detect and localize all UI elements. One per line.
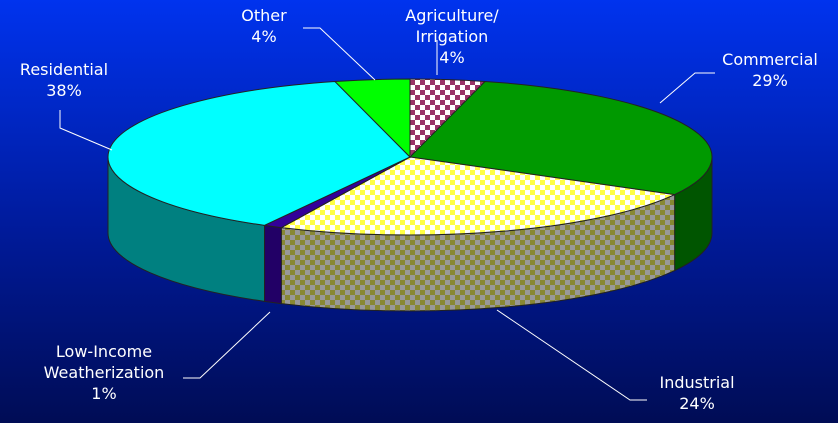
- data-label-low-income-weatherization: Low-Income: [56, 342, 152, 361]
- data-label-pct-commercial: 29%: [752, 71, 788, 90]
- slice-side-low-income-weatherization: [264, 224, 282, 305]
- data-label-industrial: Industrial: [659, 373, 734, 392]
- data-label-pct-industrial: 24%: [679, 394, 715, 413]
- leader-lines: [59, 27, 715, 401]
- slice-other: [333, 78, 411, 159]
- slice-industrial: [279, 156, 677, 236]
- leader-line-residential: [59, 110, 113, 151]
- data-label-commercial: Commercial: [722, 50, 818, 69]
- data-label-pct-other: 4%: [251, 27, 276, 46]
- slice-labels: Agriculture/Irrigation 4% Commercial 29% Ind…: [20, 6, 818, 413]
- data-label-agriculture-irrigation: Irrigation: [416, 27, 489, 46]
- leader-line-industrial: [496, 309, 647, 401]
- data-label-pct-residential: 38%: [46, 81, 82, 100]
- data-label-agriculture-irrigation: Agriculture/: [405, 6, 499, 25]
- leader-line-other: [303, 27, 376, 81]
- data-label-residential: Residential: [20, 60, 108, 79]
- data-label-low-income-weatherization: Weatherization: [44, 363, 165, 382]
- data-label-pct-low-income-weatherization: 1%: [91, 384, 116, 403]
- slice-residential: [107, 80, 411, 226]
- data-label-other: Other: [241, 6, 287, 25]
- leader-line-commercial: [659, 72, 715, 104]
- data-label-pct-agriculture-irrigation: 4%: [439, 48, 464, 67]
- pie-sides: [107, 156, 713, 312]
- slice-commercial: [408, 80, 713, 196]
- leader-line-low-income-weatherization: [183, 311, 271, 379]
- pie-tops: [107, 78, 713, 236]
